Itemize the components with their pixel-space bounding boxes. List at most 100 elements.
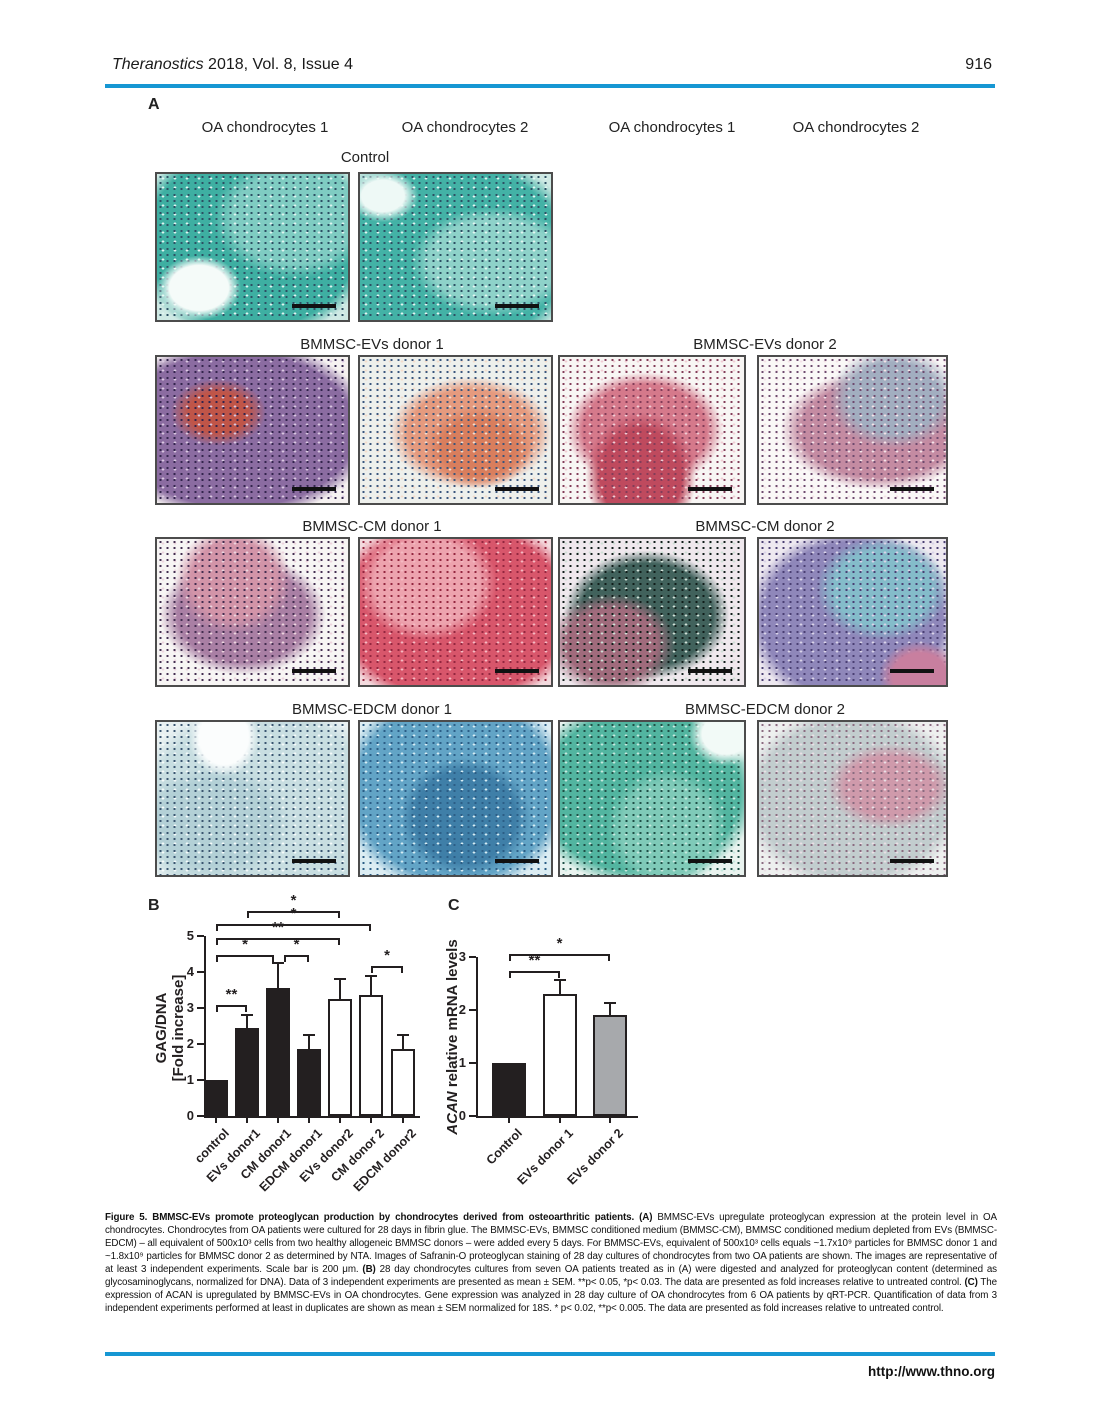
page-number: 916 — [965, 56, 992, 73]
journal-issue: 2018, Vol. 8, Issue 4 — [203, 56, 354, 73]
x-axis — [476, 1116, 638, 1118]
bar — [297, 1049, 321, 1116]
significance-label: * — [290, 905, 297, 923]
histology-evs-donor1-oa1 — [155, 355, 350, 505]
panel-b-label: B — [148, 897, 160, 914]
error-bar-cap — [272, 962, 284, 964]
caption-segment: Figure 5. BMMSC-EVs promote proteoglycan… — [105, 1212, 640, 1223]
bar — [593, 1015, 627, 1116]
caption-segment: (C) — [964, 1277, 978, 1289]
significance-label: ** — [272, 918, 284, 936]
scale-bar — [688, 669, 732, 673]
significance-label: * — [242, 936, 248, 954]
y-axis — [476, 957, 478, 1118]
x-tick — [508, 1118, 510, 1123]
histology-cm-donor2-oa1 — [558, 537, 746, 687]
significance-bracket — [509, 953, 610, 961]
y-tick-label: 2 — [458, 1002, 466, 1017]
significance-label: ** — [528, 951, 541, 969]
y-tick — [469, 1115, 476, 1117]
y-tick-label: 5 — [186, 928, 194, 943]
y-tick — [197, 971, 204, 973]
histology-edcm-donor1-oa1 — [155, 720, 350, 877]
scale-bar — [890, 669, 934, 673]
significance-bracket — [247, 910, 340, 918]
scale-bar — [292, 859, 336, 863]
y-tick — [469, 1062, 476, 1064]
gag-dna-bar-chart: GAG/DNA [Fold increase] 0 1 2 3 4 5 control EVs … — [148, 890, 458, 1220]
y-tick — [469, 1009, 476, 1011]
histology-cm-donor2-oa2 — [757, 537, 948, 687]
error-bar-cap — [303, 1034, 315, 1036]
scale-bar — [890, 859, 934, 863]
error-bar — [339, 979, 341, 999]
journal-url-link[interactable]: http://www.thno.org — [868, 1364, 995, 1379]
scale-bar — [292, 487, 336, 491]
scale-bar — [890, 487, 934, 491]
histology-edcm-donor1-oa2 — [358, 720, 553, 877]
x-tick — [559, 1118, 561, 1123]
error-bar-cap — [397, 1034, 409, 1036]
x-tick — [308, 1118, 310, 1123]
error-bar-cap — [241, 1014, 253, 1017]
scale-bar — [292, 304, 336, 308]
panel-a-label: A — [148, 96, 160, 113]
x-tick — [339, 1118, 341, 1123]
caption-segment: (B) — [362, 1264, 376, 1276]
bar — [328, 999, 352, 1116]
error-bar-cap — [604, 1001, 616, 1004]
x-axis — [204, 1116, 420, 1118]
significance-bracket — [509, 970, 560, 978]
column-header-oa1-right: OA chondrocytes 1 — [608, 119, 736, 136]
scale-bar — [688, 859, 732, 863]
error-bar-cap — [334, 978, 346, 981]
header-rule — [105, 84, 995, 88]
error-bar-cap — [365, 974, 377, 977]
scale-bar — [495, 669, 539, 673]
group-label-edcm-donor1: BMMSC-EDCM donor 1 — [291, 701, 453, 718]
error-bar — [308, 1035, 310, 1050]
x-tick — [277, 1118, 279, 1123]
figure-caption: Figure 5. BMMSC-EVs promote proteoglycan… — [105, 1211, 997, 1315]
error-bar — [402, 1035, 404, 1050]
bar — [359, 995, 383, 1116]
bar — [235, 1027, 259, 1116]
significance-label: * — [290, 891, 297, 909]
y-tick — [197, 1115, 204, 1117]
column-header-oa2-left: OA chondrocytes 2 — [401, 119, 529, 136]
y-tick-label: 0 — [458, 1108, 466, 1123]
scale-bar — [495, 859, 539, 863]
histology-cm-donor1-oa2 — [358, 537, 553, 687]
panel-c-label: C — [448, 897, 460, 914]
scale-bar — [495, 304, 539, 308]
group-label-evs-donor1: BMMSC-EVs donor 1 — [300, 336, 444, 353]
column-header-oa1-left: OA chondrocytes 1 — [201, 119, 329, 136]
caption-segment: 28 day chondrocytes cultures from seven … — [105, 1264, 997, 1289]
bar — [492, 1063, 526, 1116]
y-tick-label: 2 — [186, 1036, 194, 1051]
journal-name: Theranostics — [112, 56, 204, 73]
y-tick — [197, 1043, 204, 1045]
footer-rule — [105, 1352, 995, 1356]
significance-label: ** — [225, 986, 238, 1004]
x-tick — [215, 1118, 217, 1123]
significance-label: * — [293, 936, 300, 954]
significance-bracket — [284, 955, 309, 963]
column-header-oa2-right: OA chondrocytes 2 — [792, 119, 920, 136]
group-label-cm-donor2: BMMSC-CM donor 2 — [695, 518, 835, 535]
y-tick — [197, 1079, 204, 1081]
significance-bracket — [216, 955, 274, 963]
error-bar-cap — [554, 978, 566, 981]
histology-control-oa2 — [358, 172, 553, 322]
bar — [543, 994, 577, 1116]
y-tick-label: 4 — [186, 964, 194, 979]
significance-bracket — [371, 965, 403, 973]
group-label-edcm-donor2: BMMSC-EDCM donor 2 — [684, 701, 846, 718]
bar — [391, 1049, 415, 1116]
significance-bracket — [216, 924, 371, 932]
x-tick — [402, 1118, 404, 1123]
error-bar — [277, 963, 279, 989]
significance-label: * — [556, 934, 563, 952]
error-bar — [370, 975, 372, 996]
significance-label: * — [384, 946, 390, 964]
